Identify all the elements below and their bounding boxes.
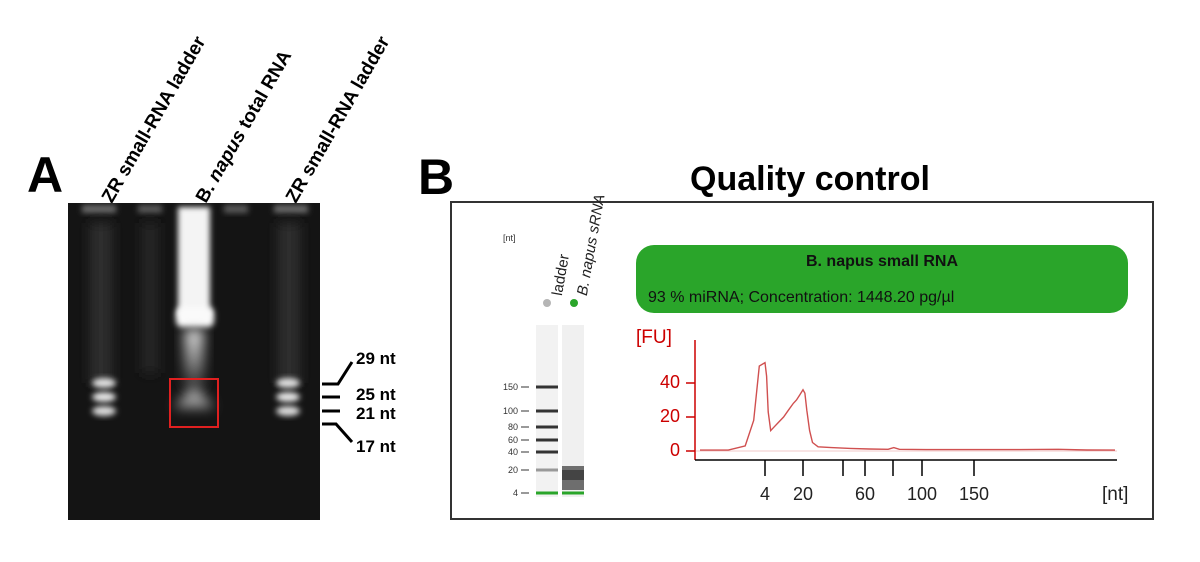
electropherogram-trace — [700, 361, 1116, 451]
x-tick-label: 60 — [854, 484, 876, 504]
sample-band-dark — [562, 470, 584, 480]
qc-title: Quality control — [690, 160, 930, 198]
ladder-tick-label: 150 — [503, 382, 518, 392]
sample-stats: 93 % miRNA; Concentration: 1448.20 pg/µl — [648, 289, 955, 306]
nt-unit-label: [nt] — [503, 233, 516, 243]
y-tick-label: 20 — [659, 406, 680, 426]
ladder-tick-label: 40 — [508, 447, 518, 457]
x-tick-label: 4 — [759, 484, 770, 504]
ladder-band — [536, 425, 558, 429]
ladder-band — [536, 438, 558, 442]
highlight-box — [169, 378, 219, 428]
marker-17nt: 17 nt — [356, 437, 396, 456]
ladder-band — [536, 468, 558, 472]
gel-image — [68, 203, 320, 520]
nt-axis-unit: [nt] — [1102, 484, 1129, 505]
marker-29nt: 29 nt — [356, 349, 396, 368]
ladder-band — [536, 385, 558, 389]
x-tick-label: 20 — [792, 484, 814, 504]
panel-a-letter: A — [27, 147, 64, 203]
sample-lane — [562, 325, 584, 497]
panel-b-letter: B — [418, 149, 455, 205]
y-tick-label: 40 — [659, 372, 680, 392]
ladder-tick-label: 4 — [513, 488, 518, 498]
sample-name: B. napus small RNA — [805, 253, 959, 270]
sample-lane-dot — [570, 299, 578, 307]
ladder-tick-label: 60 — [508, 435, 518, 445]
fu-unit-label: [FU] — [636, 327, 672, 348]
ladder-lane-dot — [543, 299, 551, 307]
marker-21nt: 21 nt — [356, 404, 396, 423]
ladder-band — [536, 409, 558, 413]
x-tick-label: 150 — [958, 484, 990, 504]
ladder-tick-label: 20 — [508, 465, 518, 475]
sample-info-box: B. napus small RNA 93 % miRNA; Concentra… — [636, 245, 1128, 313]
ladder-band — [536, 450, 558, 454]
y-tick-label: 0 — [669, 440, 680, 460]
marker-25nt: 25 nt — [356, 385, 396, 404]
ladder-tick-label: 100 — [503, 406, 518, 416]
x-tick-label: 100 — [906, 484, 938, 504]
ladder-tick-label: 80 — [508, 422, 518, 432]
